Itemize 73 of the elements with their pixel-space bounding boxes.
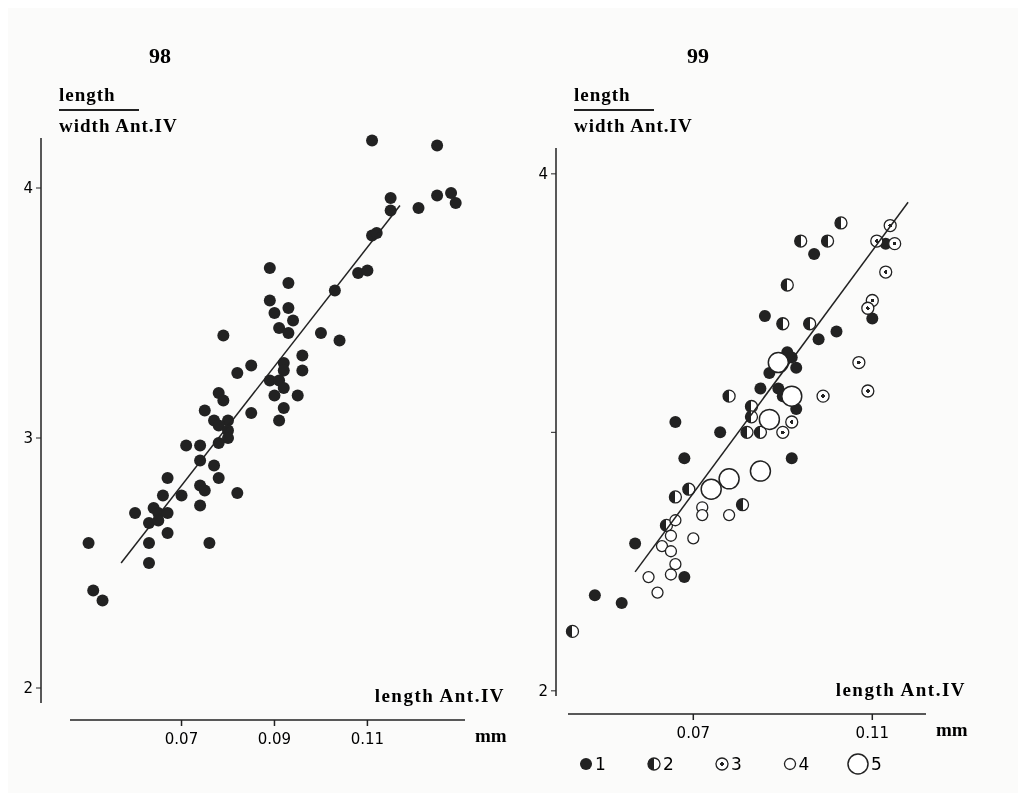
point [808,247,821,260]
point [812,333,825,346]
point [565,624,580,639]
point [753,425,768,439]
point [722,508,736,522]
point [655,539,669,553]
point [803,317,817,331]
legend-label: 5 [871,753,882,774]
legend-label: 4 [798,753,810,774]
chart-title: 99 [687,43,709,68]
point [735,498,750,512]
text: mm [936,719,968,740]
point [790,361,803,374]
point [767,351,790,374]
point [758,310,771,323]
point [722,389,736,403]
point [664,568,678,581]
point [687,532,700,545]
point [816,389,830,403]
point [776,317,790,331]
point [651,586,664,599]
text: mm [475,725,507,746]
legend-label: 3 [731,753,742,774]
point [588,589,601,602]
x-tick-label: 0.11 [855,724,889,742]
point [785,452,798,465]
point [888,236,902,251]
point [700,478,722,500]
point [664,545,678,558]
x-tick-label: 0.09 [257,730,292,748]
point [749,460,772,482]
point [861,301,875,315]
point [776,425,790,439]
x-axis-title: length Ant.IV [835,679,966,700]
point [678,452,691,465]
y-axis-title: length width Ant.IV [59,84,178,136]
point [696,508,709,522]
point [879,265,893,279]
point [678,571,691,584]
point [861,384,875,398]
point [785,415,799,429]
chart-title: 98 [149,43,171,68]
point [629,537,642,550]
point [794,234,808,248]
point [669,416,682,428]
point [664,529,678,542]
point [781,385,803,407]
point [820,234,835,248]
point [834,216,848,230]
point [740,425,754,439]
point [852,355,866,370]
point [780,278,794,292]
legend-label: 2 [663,753,674,774]
x-axis-title: length Ant.IV [374,685,505,706]
point [754,382,767,395]
x-tick-label: 0.11 [350,730,385,748]
x-tick-label: 0.07 [164,730,199,748]
point [615,596,628,609]
point [830,325,843,338]
y-tick-label: 3 [23,429,33,448]
point [758,408,781,431]
point [668,490,683,504]
point [669,558,682,571]
point [642,570,655,584]
y-tick-label: 4 [23,179,33,198]
point [866,312,879,325]
y-axis-title: length width Ant.IV [574,84,693,136]
legend-label: 1 [595,753,606,774]
y-tick-label: 2 [23,679,33,698]
x-tick-label: 0.07 [676,724,710,742]
point [714,426,727,439]
point [682,482,696,496]
point [718,468,740,490]
